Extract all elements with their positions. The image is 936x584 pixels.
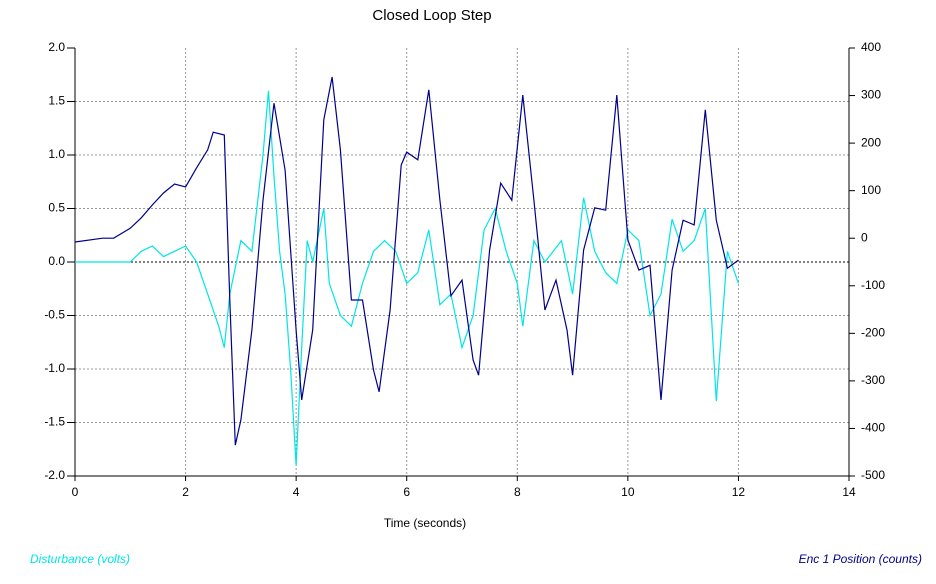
y-tick-label: 0.0 — [48, 254, 65, 268]
y-tick-label: -1.5 — [44, 415, 65, 429]
x-tick-label: 10 — [621, 485, 635, 499]
y-tick-label: -0.5 — [44, 308, 65, 322]
y2-tick-label: 200 — [861, 135, 881, 149]
series-line — [74, 76, 739, 446]
legend-entry: Disturbance (volts) — [30, 552, 130, 566]
y2-tick-label: -500 — [861, 468, 885, 482]
x-tick-label: 12 — [732, 485, 746, 499]
x-tick-label: 2 — [182, 485, 189, 499]
x-tick-label: 14 — [842, 485, 856, 499]
series-line — [75, 90, 739, 466]
legend-entry: Enc 1 Position (counts) — [799, 552, 922, 566]
y-tick-label: -1.0 — [44, 361, 65, 375]
y2-tick-label: 300 — [861, 88, 881, 102]
y2-tick-label: 0 — [861, 230, 868, 244]
y2-tick-label: 400 — [861, 40, 881, 54]
y2-tick-label: -300 — [861, 373, 885, 387]
y2-tick-label: -400 — [861, 421, 885, 435]
y-tick-label: 1.0 — [48, 147, 65, 161]
y-tick-label: 0.5 — [48, 201, 65, 215]
x-tick-label: 0 — [72, 485, 79, 499]
x-tick-label: 6 — [403, 485, 410, 499]
y-tick-label: -2.0 — [44, 468, 65, 482]
x-tick-label: 4 — [293, 485, 300, 499]
x-tick-label: 8 — [514, 485, 521, 499]
chart-title: Closed Loop Step — [372, 7, 491, 24]
y-tick-label: 1.5 — [48, 94, 65, 108]
y2-tick-label: -200 — [861, 326, 885, 340]
x-axis-label: Time (seconds) — [384, 516, 466, 530]
y2-tick-label: 100 — [861, 183, 881, 197]
y2-tick-label: -100 — [861, 278, 885, 292]
y-tick-label: 2.0 — [48, 40, 65, 54]
